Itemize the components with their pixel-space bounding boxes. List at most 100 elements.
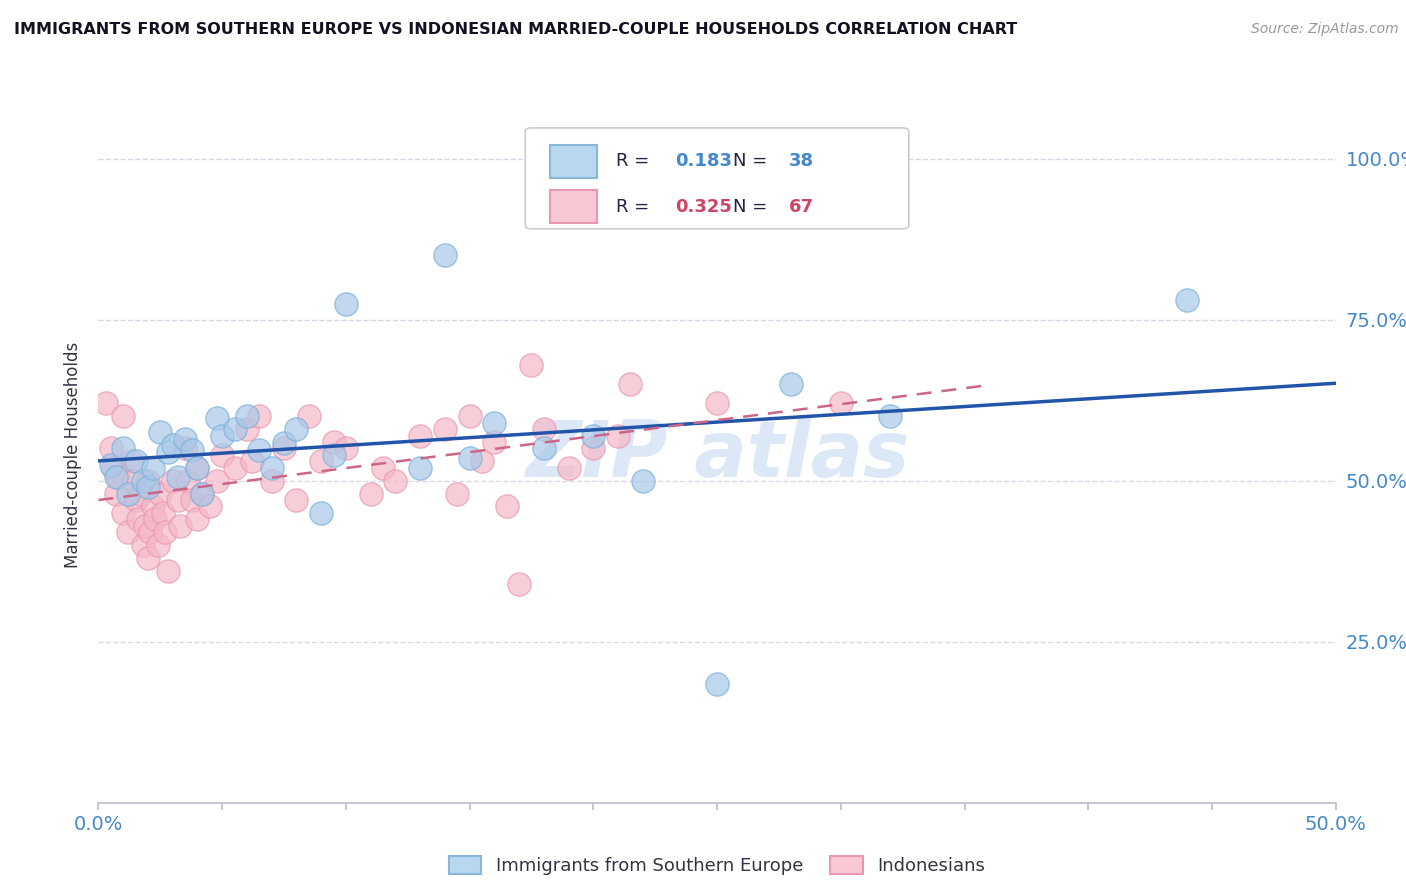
Point	[181, 442, 204, 457]
Point	[186, 512, 208, 526]
Legend: Immigrants from Southern Europe, Indonesians: Immigrants from Southern Europe, Indones…	[440, 847, 994, 884]
Text: 0.325: 0.325	[675, 197, 733, 216]
Point	[879, 409, 901, 424]
Text: R =: R =	[616, 153, 655, 170]
Point	[136, 480, 159, 494]
Point	[169, 518, 191, 533]
Point	[198, 500, 221, 514]
Text: ZIP atlas: ZIP atlas	[524, 417, 910, 493]
Point	[433, 422, 456, 436]
Point	[211, 428, 233, 442]
Point	[142, 460, 165, 475]
Point	[322, 435, 344, 450]
Point	[1175, 293, 1198, 308]
Point	[360, 486, 382, 500]
Point	[458, 409, 481, 424]
Text: 67: 67	[789, 197, 814, 216]
Text: N =: N =	[733, 197, 773, 216]
Point	[94, 396, 117, 410]
Point	[181, 493, 204, 508]
Point	[191, 486, 214, 500]
Point	[247, 409, 270, 424]
Point	[124, 493, 146, 508]
Point	[152, 506, 174, 520]
Point	[149, 425, 172, 440]
Text: R =: R =	[616, 197, 655, 216]
Point	[127, 512, 149, 526]
Point	[446, 486, 468, 500]
Point	[156, 444, 179, 458]
Point	[706, 396, 728, 410]
Text: N =: N =	[733, 153, 773, 170]
Point	[142, 500, 165, 514]
Point	[191, 486, 214, 500]
Point	[582, 428, 605, 442]
Point	[582, 442, 605, 456]
Point	[162, 438, 184, 452]
Point	[100, 442, 122, 456]
Point	[780, 377, 803, 392]
Text: Source: ZipAtlas.com: Source: ZipAtlas.com	[1251, 22, 1399, 37]
Point	[273, 436, 295, 450]
Point	[273, 442, 295, 456]
Text: IMMIGRANTS FROM SOUTHERN EUROPE VS INDONESIAN MARRIED-COUPLE HOUSEHOLDS CORRELAT: IMMIGRANTS FROM SOUTHERN EUROPE VS INDON…	[14, 22, 1018, 37]
FancyBboxPatch shape	[526, 128, 908, 229]
Point	[162, 474, 184, 488]
Point	[134, 518, 156, 533]
Point	[132, 538, 155, 552]
Point	[830, 396, 852, 410]
Point	[107, 470, 129, 484]
Point	[186, 460, 208, 475]
Point	[176, 474, 198, 488]
Point	[335, 442, 357, 456]
Point	[458, 451, 481, 466]
Point	[631, 474, 654, 488]
Point	[143, 512, 166, 526]
Point	[260, 474, 283, 488]
FancyBboxPatch shape	[550, 190, 598, 223]
Point	[149, 486, 172, 500]
Point	[112, 409, 135, 424]
Point	[495, 500, 517, 514]
Point	[557, 460, 579, 475]
Point	[224, 422, 246, 436]
Point	[260, 460, 283, 475]
Point	[166, 470, 188, 484]
Point	[104, 470, 127, 484]
Point	[533, 422, 555, 436]
Point	[205, 474, 228, 488]
Point	[309, 506, 332, 520]
Point	[484, 416, 506, 430]
Text: 0.183: 0.183	[675, 153, 733, 170]
Point	[124, 454, 146, 468]
Point	[122, 474, 145, 488]
Point	[103, 460, 125, 475]
Point	[471, 454, 494, 468]
Point	[132, 474, 155, 488]
Point	[205, 410, 228, 425]
Y-axis label: Married-couple Households: Married-couple Households	[63, 342, 82, 568]
Point	[156, 564, 179, 578]
Point	[240, 454, 263, 468]
Point	[112, 442, 135, 456]
Point	[371, 460, 394, 475]
Point	[384, 474, 406, 488]
Point	[120, 454, 142, 468]
Point	[335, 296, 357, 310]
Point	[139, 525, 162, 540]
Point	[322, 448, 344, 462]
Point	[298, 409, 321, 424]
Point	[236, 422, 259, 436]
Point	[211, 448, 233, 462]
Point	[136, 474, 159, 488]
Point	[155, 525, 177, 540]
Point	[409, 428, 432, 442]
Point	[100, 458, 122, 472]
Text: 38: 38	[789, 153, 814, 170]
Point	[484, 435, 506, 450]
Point	[520, 358, 543, 372]
Point	[409, 460, 432, 475]
Point	[186, 460, 208, 475]
Point	[166, 493, 188, 508]
Point	[607, 428, 630, 442]
